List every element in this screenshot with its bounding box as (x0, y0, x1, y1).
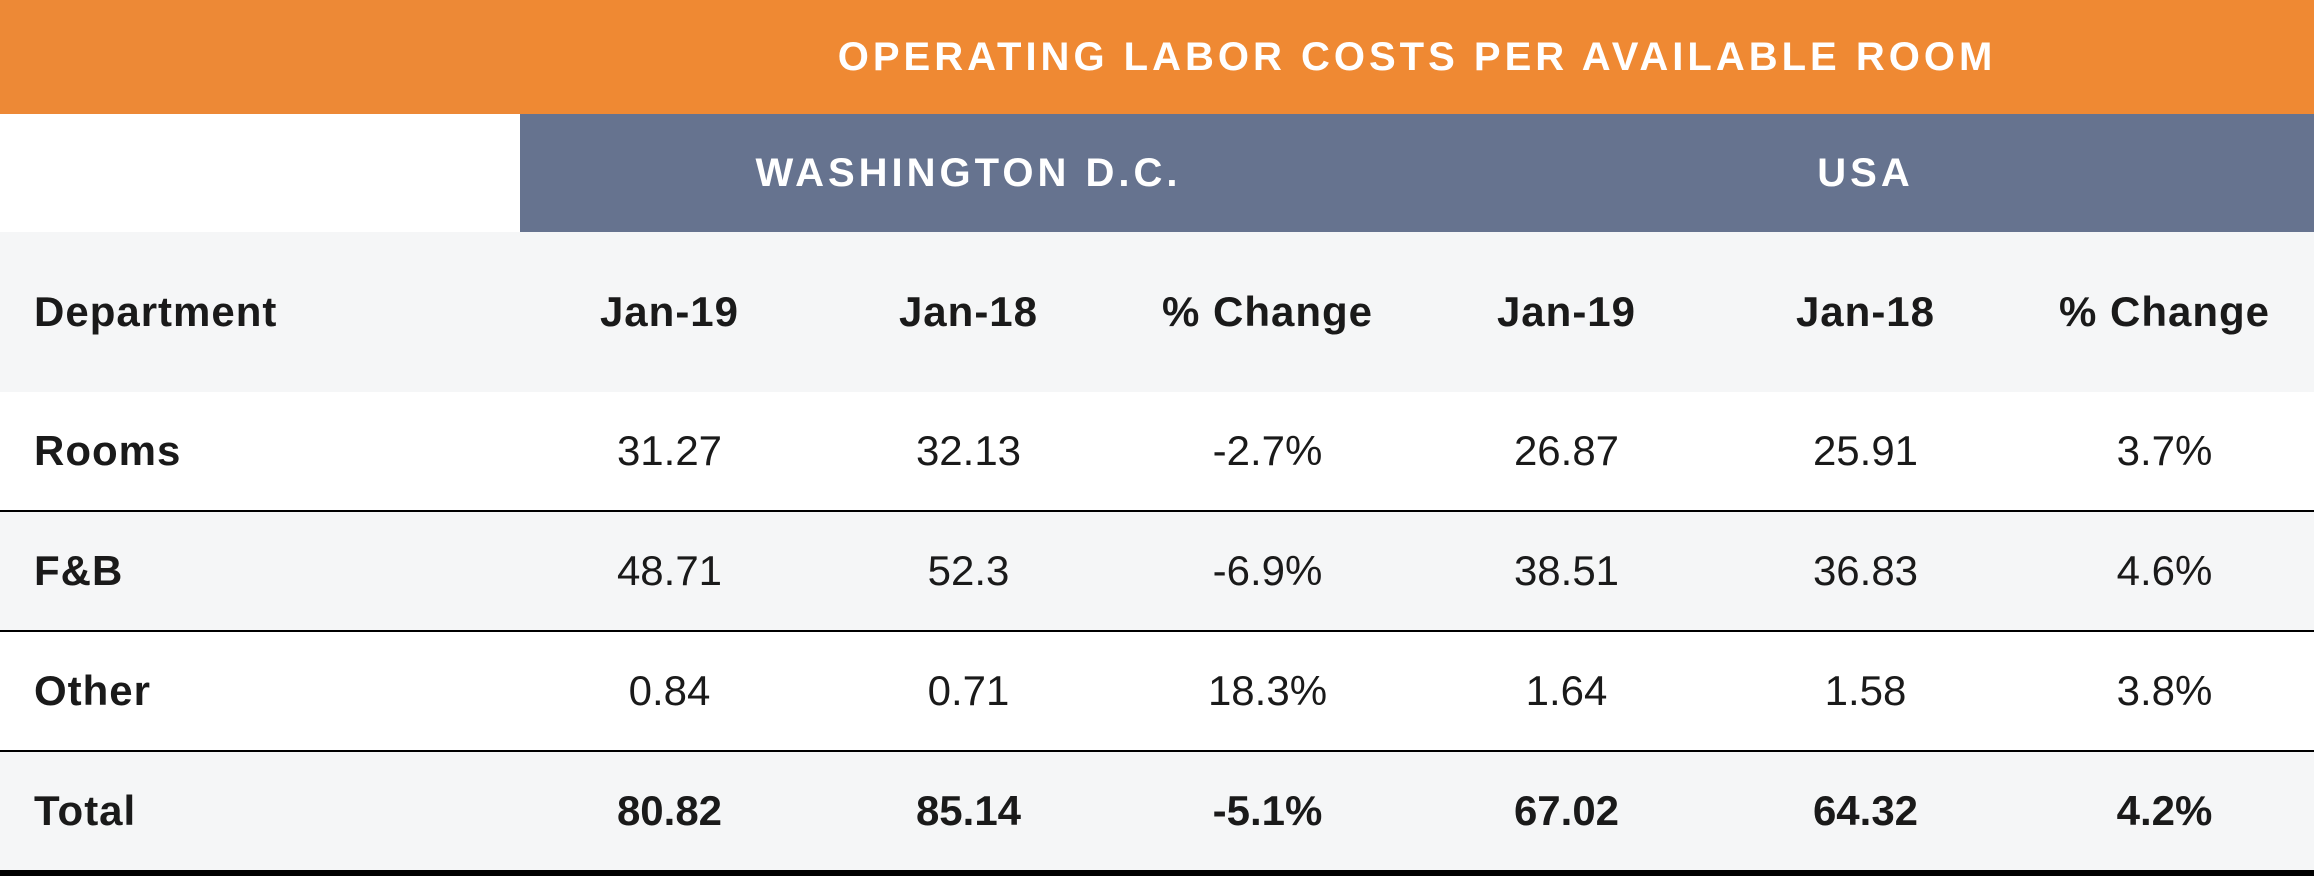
cell-total: 64.32 (1716, 751, 2015, 873)
cell: 18.3% (1118, 631, 1417, 751)
cell: 4.6% (2015, 511, 2314, 631)
cell: 0.71 (819, 631, 1118, 751)
table-title-row: OPERATING LABOR COSTS PER AVAILABLE ROOM (0, 0, 2314, 114)
blank-corner-2 (0, 114, 520, 232)
table-title: OPERATING LABOR COSTS PER AVAILABLE ROOM (520, 0, 2314, 114)
region-header-row: WASHINGTON D.C. USA (0, 114, 2314, 232)
cell-total: 67.02 (1417, 751, 1716, 873)
cell: 3.7% (2015, 392, 2314, 511)
cell: 26.87 (1417, 392, 1716, 511)
cell: 3.8% (2015, 631, 2314, 751)
region-header-dc: WASHINGTON D.C. (520, 114, 1417, 232)
col-header-dc-jan18: Jan-18 (819, 232, 1118, 392)
cell: -6.9% (1118, 511, 1417, 631)
table-row: F&B 48.71 52.3 -6.9% 38.51 36.83 4.6% (0, 511, 2314, 631)
cell-total: 85.14 (819, 751, 1118, 873)
cell: 25.91 (1716, 392, 2015, 511)
cell: 48.71 (520, 511, 819, 631)
cell: 1.58 (1716, 631, 2015, 751)
cell: 38.51 (1417, 511, 1716, 631)
region-header-usa: USA (1417, 114, 2314, 232)
cell: 32.13 (819, 392, 1118, 511)
cell: 0.84 (520, 631, 819, 751)
cell-total: -5.1% (1118, 751, 1417, 873)
cell: 31.27 (520, 392, 819, 511)
col-header-department: Department (0, 232, 520, 392)
dept-label: F&B (0, 511, 520, 631)
cell-total: 80.82 (520, 751, 819, 873)
cell: 36.83 (1716, 511, 2015, 631)
cell: -2.7% (1118, 392, 1417, 511)
labor-costs-table: OPERATING LABOR COSTS PER AVAILABLE ROOM… (0, 0, 2314, 876)
cell: 1.64 (1417, 631, 1716, 751)
col-header-dc-jan19: Jan-19 (520, 232, 819, 392)
col-header-usa-jan18: Jan-18 (1716, 232, 2015, 392)
col-header-usa-jan19: Jan-19 (1417, 232, 1716, 392)
table-row: Rooms 31.27 32.13 -2.7% 26.87 25.91 3.7% (0, 392, 2314, 511)
cell: 52.3 (819, 511, 1118, 631)
total-row: Total 80.82 85.14 -5.1% 67.02 64.32 4.2% (0, 751, 2314, 873)
blank-corner (0, 0, 520, 114)
col-header-usa-pct: % Change (2015, 232, 2314, 392)
table-row: Other 0.84 0.71 18.3% 1.64 1.58 3.8% (0, 631, 2314, 751)
dept-label-total: Total (0, 751, 520, 873)
column-header-row: Department Jan-19 Jan-18 % Change Jan-19… (0, 232, 2314, 392)
dept-label: Other (0, 631, 520, 751)
col-header-dc-pct: % Change (1118, 232, 1417, 392)
cell-total: 4.2% (2015, 751, 2314, 873)
dept-label: Rooms (0, 392, 520, 511)
